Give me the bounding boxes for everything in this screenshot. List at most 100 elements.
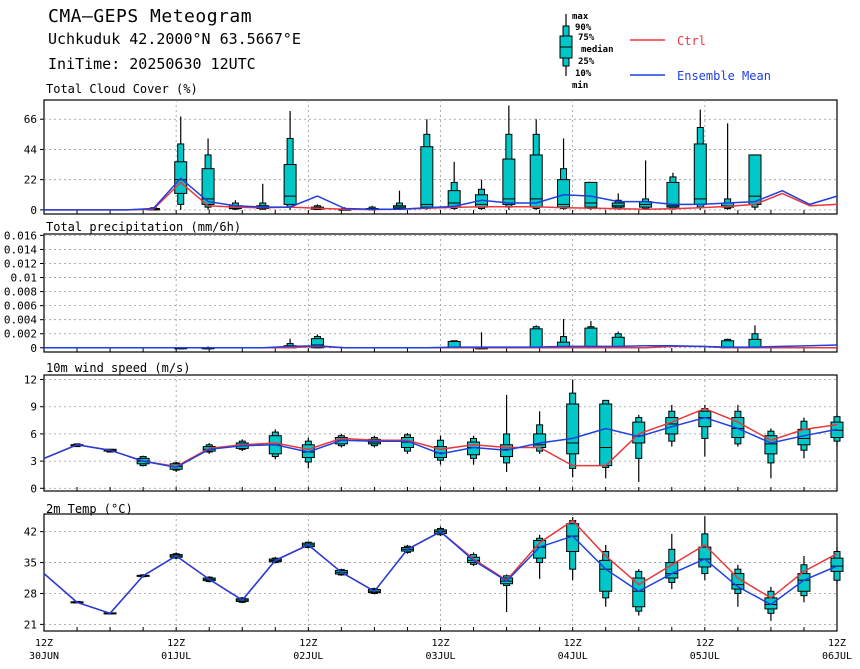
x-tick-label-hour: 12Z [828, 638, 846, 649]
box-25-75 [533, 433, 547, 448]
box-25-75 [632, 577, 646, 608]
legend-box-label: 90% [575, 23, 592, 33]
ensemble-box [256, 183, 270, 210]
ensemble-box [693, 109, 707, 210]
y-tick-label: 0.004 [4, 314, 37, 327]
y-tick-label: 12 [24, 374, 37, 387]
legend-box-label: 10% [575, 69, 592, 79]
panel-frame [43, 374, 838, 492]
panel-title: Total precipitation (mm/6h) [46, 220, 241, 234]
y-tick-label: 9 [30, 401, 37, 414]
panel-title: 2m Temp (°C) [46, 502, 133, 516]
y-tick-label: 0.006 [4, 300, 37, 313]
ensemble-mean-line [44, 344, 838, 349]
y-tick-label: 0 [30, 482, 37, 495]
ensemble-box [731, 404, 745, 447]
x-tick-label-date: 04JUL [558, 651, 588, 662]
legend-box-label: 75% [578, 33, 595, 43]
panel-title: 10m wind speed (m/s) [46, 361, 191, 375]
y-tick-label: 3 [30, 455, 37, 468]
ensemble-box [748, 325, 762, 349]
box-25-75 [502, 158, 516, 205]
ensemble-box [557, 138, 571, 210]
header: CMA—GEPS Meteogram Uchkuduk 42.2000°N 63… [0, 0, 860, 100]
box-25-75 [611, 202, 625, 208]
box-25-75 [764, 435, 778, 455]
y-tick-label: 0 [30, 204, 37, 217]
box-25-75 [201, 168, 215, 205]
y-tick-label: 42 [24, 526, 37, 539]
box-25-75 [797, 573, 811, 592]
ensemble-box [529, 325, 543, 349]
init-time-label: IniTime: 20250630 12UTC [48, 55, 256, 73]
y-tick-label: 0.01 [11, 272, 38, 285]
chart-title: CMA—GEPS Meteogram [48, 6, 253, 27]
y-tick-label: 28 [24, 587, 37, 600]
ensemble-box [447, 161, 461, 210]
box-25-75 [666, 181, 680, 208]
box-25-75 [748, 154, 762, 205]
x-tick-label-date: 02JUL [293, 651, 323, 662]
ensemble-box [764, 428, 778, 479]
ensemble-box [533, 534, 547, 579]
box-25-75 [310, 338, 324, 349]
box-25-75 [557, 179, 571, 208]
ensemble-box [797, 417, 811, 459]
ensemble-box [566, 517, 580, 581]
x-tick-label-date: 01JUL [161, 651, 191, 662]
ensemble-box [201, 138, 215, 210]
ensemble-box [584, 321, 598, 349]
x-tick-label-date: 30JUN [29, 651, 59, 662]
y-tick-label: 44 [24, 143, 38, 156]
legend-mean-label: Ensemble Mean [677, 69, 771, 83]
panel-3: 2m Temp (°C) 21 28 35 42 [24, 502, 844, 632]
ensemble-box [639, 160, 653, 210]
y-tick-label: 22 [24, 174, 37, 187]
y-tick-label: 35 [24, 557, 37, 570]
ensemble-box [310, 334, 324, 349]
x-tick-label-hour: 12Z [696, 638, 714, 649]
ensemble-box [467, 435, 481, 465]
x-tick-label-hour: 12Z [431, 638, 449, 649]
legend-ctrl-label: Ctrl [677, 34, 706, 48]
ensemble-box [529, 119, 543, 210]
box-25-75 [447, 190, 461, 208]
panel-2: 10m wind speed (m/s) 0 3 6 9 12 [24, 361, 844, 495]
ensemble-box [301, 437, 315, 469]
box-25-75 [584, 327, 598, 349]
ensemble-box [599, 399, 613, 479]
ensemble-box [748, 154, 762, 210]
x-tick-label-hour: 12Z [299, 638, 317, 649]
ctrl-line [43, 407, 838, 468]
panels: Total Cloud Cover (%) 0 22 44 66 Total precip… [4, 82, 844, 632]
ensemble-box [392, 190, 406, 210]
box-25-75 [584, 181, 598, 208]
x-tick-label-hour: 12Z [167, 638, 185, 649]
panel-0: Total Cloud Cover (%) 0 22 44 66 [24, 82, 838, 217]
ensemble-box [475, 179, 489, 210]
y-tick-label: 66 [24, 113, 37, 126]
box-25-75 [283, 164, 297, 205]
ensemble-box [721, 123, 735, 210]
ensemble-box [599, 544, 613, 607]
x-tick-label-hour: 12Z [564, 638, 582, 649]
ensemble-mean-line [43, 530, 838, 615]
box-25-75 [693, 143, 707, 205]
y-tick-label: 0.008 [4, 286, 37, 299]
ensemble-box [475, 332, 489, 350]
ensemble-box [632, 569, 646, 616]
box-25-75 [566, 403, 580, 455]
box-25-75 [420, 146, 434, 208]
y-tick-label: 6 [30, 428, 37, 441]
box-25-75 [599, 559, 613, 592]
ensemble-box [434, 435, 447, 465]
y-tick-label: 0.016 [4, 229, 37, 242]
ensemble-box [731, 564, 745, 607]
x-tick-label-hour: 12Z [35, 638, 53, 649]
ensemble-box [502, 105, 516, 210]
x-tick-label-date: 03JUL [425, 651, 455, 662]
box-25-75 [529, 328, 543, 349]
ensemble-box [830, 547, 844, 584]
